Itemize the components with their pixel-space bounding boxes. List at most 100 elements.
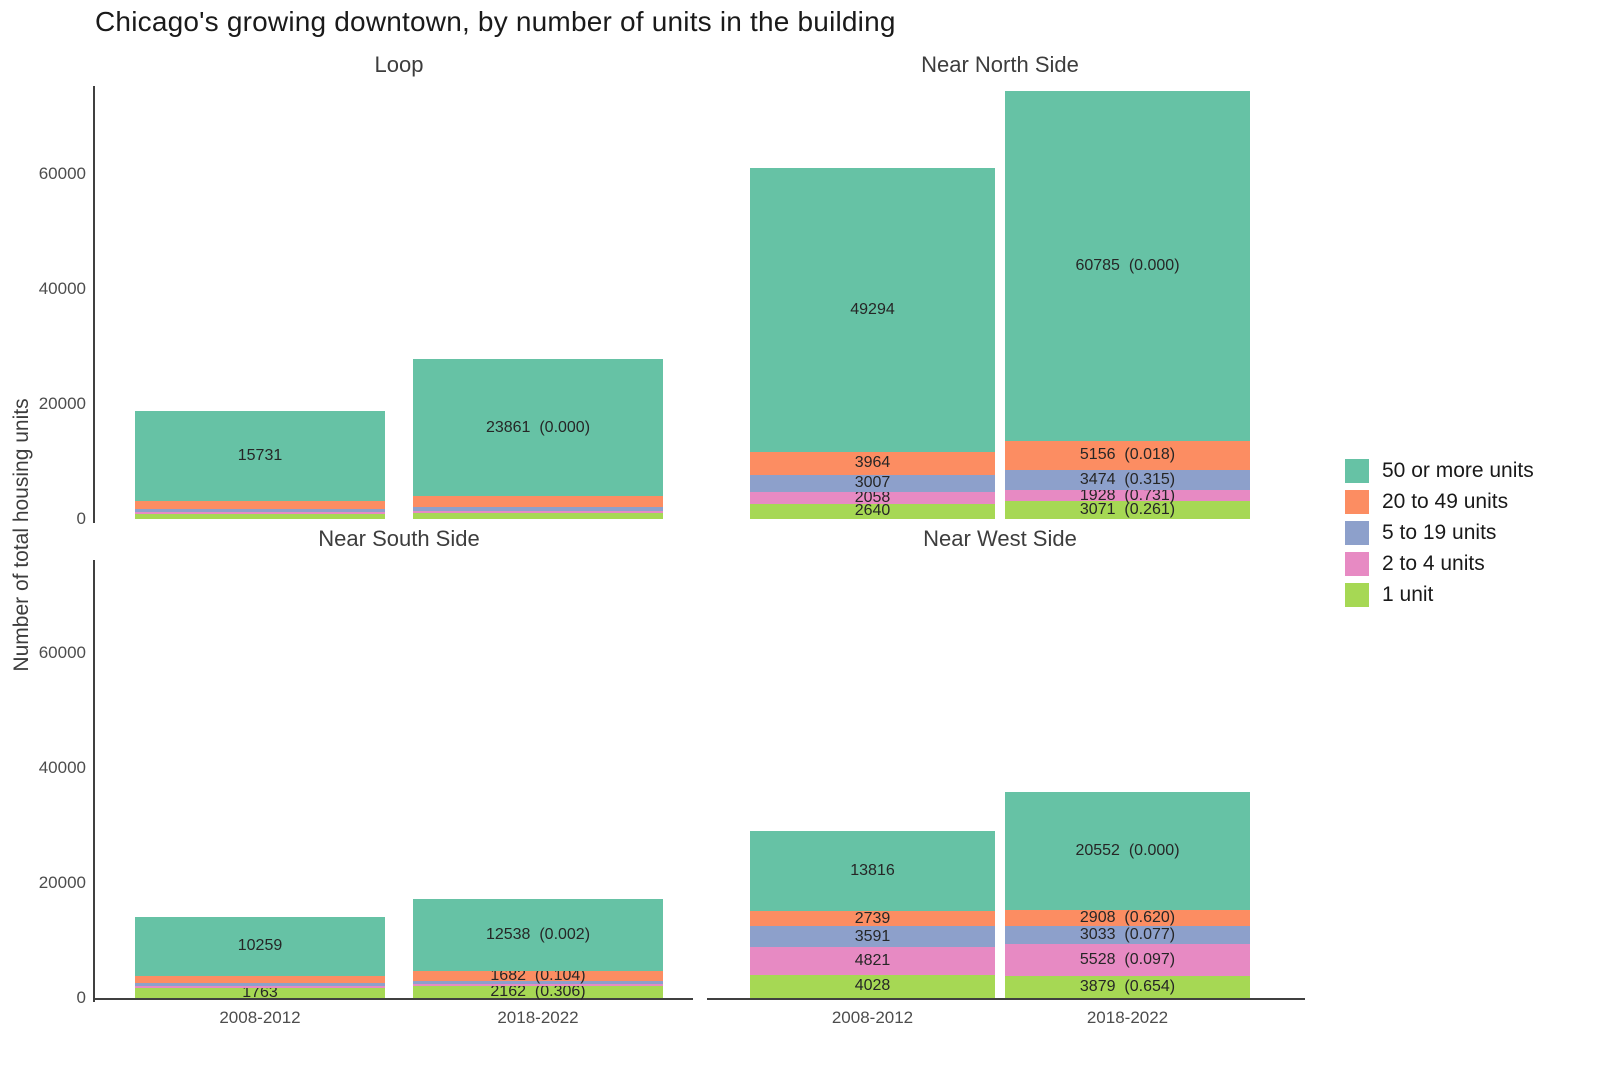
bar-segment	[135, 986, 385, 988]
y-tick-label: 20000	[38, 394, 86, 413]
bar-segment-label: 3033 (0.077)	[1079, 926, 1176, 944]
y-tick-label: 40000	[38, 279, 86, 298]
legend-item: 5 to 19 units	[1345, 521, 1534, 545]
bar-segment-label: 2162 (0.306)	[490, 982, 586, 1000]
bar-segment-label: 49294	[850, 301, 895, 319]
legend-label: 1 unit	[1382, 583, 1434, 606]
bar-segment	[135, 511, 385, 514]
facet-title: Near West Side	[923, 526, 1077, 551]
y-tick-label: 0	[76, 988, 86, 1007]
bar-segment-label: 13816	[850, 861, 895, 879]
bar-segment	[413, 507, 663, 511]
y-axis-title: Number of total housing units	[10, 398, 33, 672]
x-tick-label: 2008-2012	[831, 1008, 914, 1027]
bar-segment: 2908 (0.620)	[1005, 910, 1250, 927]
bar-segment: 20552 (0.000)	[1005, 791, 1250, 910]
bar-segment: 4028	[750, 974, 995, 998]
legend-swatch-icon	[1345, 552, 1369, 576]
legend: 50 or more units 20 to 49 units 5 to 19 un…	[1345, 459, 1534, 614]
legend-swatch-icon	[1345, 459, 1369, 483]
y-tick-label: 60000	[38, 164, 86, 183]
legend-swatch-icon	[1345, 521, 1369, 545]
y-axis-line	[93, 560, 95, 1002]
bar-segment: 23861 (0.000)	[413, 359, 663, 497]
legend-label: 50 or more units	[1382, 459, 1534, 482]
bar-segment	[135, 975, 385, 984]
bar-segment: 4821	[750, 947, 995, 975]
x-axis-line	[707, 998, 1305, 1000]
legend-item: 1 unit	[1345, 583, 1534, 607]
bar-segment: 2162 (0.306)	[413, 982, 663, 1000]
bar-segment: 60785 (0.000)	[1005, 91, 1250, 441]
facet-title: Near South Side	[318, 526, 480, 551]
bar-segment: 2640	[750, 502, 995, 520]
bar-segment: 10259	[135, 916, 385, 976]
bar-segment-label: 15731	[237, 447, 283, 465]
bar-segment: 5528 (0.097)	[1005, 943, 1250, 976]
bar-segment: 15731	[135, 411, 385, 502]
y-tick-label: 40000	[38, 758, 86, 777]
bar-segment: 3474 (0.315)	[1005, 470, 1250, 491]
bar-segment: 5156 (0.018)	[1005, 440, 1250, 471]
bar-segment	[135, 513, 385, 519]
bar-segment: 3879 (0.654)	[1005, 975, 1250, 998]
legend-item: 50 or more units	[1345, 459, 1534, 483]
bar-segment-label: 4028	[854, 977, 891, 995]
bar-segment	[413, 980, 663, 984]
bar-segment-label: 3071 (0.261)	[1079, 501, 1176, 519]
bar-segment-label: 10259	[237, 937, 283, 955]
bar-segment-label: 5528 (0.097)	[1079, 950, 1176, 968]
bar-segment-label: 3474 (0.315)	[1079, 471, 1176, 489]
bar-segment-label: 2739	[854, 909, 891, 927]
legend-label: 2 to 4 units	[1382, 552, 1485, 575]
legend-item: 20 to 49 units	[1345, 490, 1534, 514]
legend-item: 2 to 4 units	[1345, 552, 1534, 576]
facet-title: Loop	[374, 52, 424, 77]
bar-segment: 3071 (0.261)	[1005, 501, 1250, 519]
bar-segment: 1682 (0.104)	[413, 967, 663, 983]
bar-segment-label: 5156 (0.018)	[1079, 446, 1176, 464]
bar-segment-label: 3007	[854, 474, 891, 492]
bar-segment: 3007	[750, 474, 995, 492]
legend-swatch-icon	[1345, 583, 1369, 607]
bar-segment: 3964	[750, 451, 995, 475]
bar-segment-label: 2908 (0.620)	[1079, 909, 1176, 927]
bar-segment: 3591	[750, 926, 995, 948]
bar-segment-label: 12538 (0.002)	[485, 925, 591, 943]
chart-title: Chicago's growing downtown, by number of…	[95, 6, 896, 37]
bar-segment-label: 20552 (0.000)	[1075, 841, 1180, 859]
bar-segment-label: 3879 (0.654)	[1079, 977, 1176, 995]
bar-segment-label: 60785 (0.000)	[1075, 256, 1180, 274]
legend-label: 20 to 49 units	[1382, 490, 1509, 513]
bar-segment-label: 3591	[854, 927, 891, 945]
bar-segment	[135, 983, 385, 987]
bar-segment-label: 23861 (0.000)	[485, 418, 591, 436]
bar-segment-label: 2058	[854, 488, 891, 506]
x-tick-label: 2018-2022	[497, 1008, 579, 1027]
y-tick-label: 0	[76, 509, 86, 528]
legend-label: 5 to 19 units	[1382, 521, 1497, 544]
bar-segment-label: 3964	[854, 454, 891, 472]
bar-segment: 1763	[135, 984, 385, 1000]
bar-segment	[135, 501, 385, 509]
bar-segment: 49294	[750, 168, 995, 452]
bar-segment-label: 2640	[854, 502, 891, 520]
x-tick-label: 2008-2012	[219, 1008, 301, 1027]
bar-segment: 12538 (0.002)	[413, 898, 663, 971]
x-axis-line	[93, 998, 693, 1000]
bar-segment: 1928 (0.731)	[1005, 487, 1250, 503]
legend-swatch-icon	[1345, 490, 1369, 514]
y-tick-label: 60000	[38, 643, 86, 662]
bar-segment	[413, 510, 663, 513]
bar-segment: 13816	[750, 831, 995, 911]
bar-segment	[135, 508, 385, 512]
y-tick-label: 20000	[38, 873, 86, 892]
x-tick-label: 2018-2022	[1086, 1008, 1169, 1027]
bar-segment: 2058	[750, 488, 995, 506]
bar-segment	[413, 512, 663, 519]
bar-segment	[413, 496, 663, 508]
facet-title: Near North Side	[921, 52, 1079, 77]
y-axis-line	[93, 86, 95, 523]
bar-segment	[413, 983, 663, 986]
